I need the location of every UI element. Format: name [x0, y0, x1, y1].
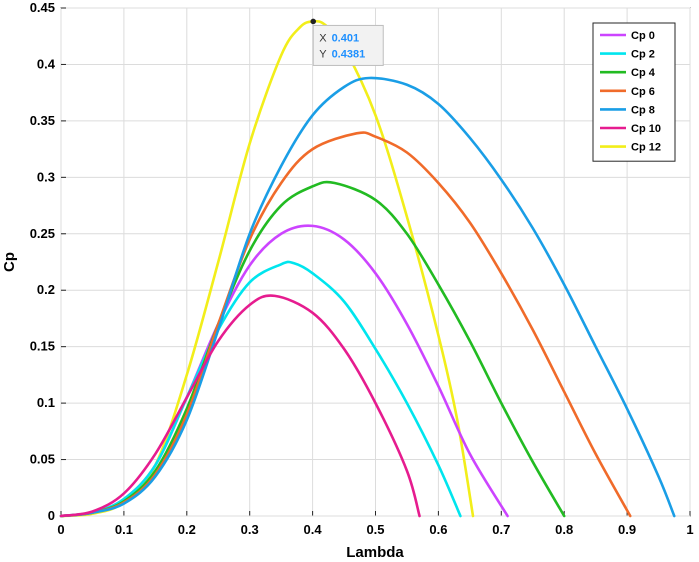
x-tick-label: 1 — [686, 522, 693, 537]
legend-label: Cp 2 — [631, 49, 655, 61]
datatip-y-row: Y 0.4381 — [319, 48, 365, 60]
x-tick-label: 0.1 — [115, 522, 133, 537]
y-tick-label: 0.15 — [30, 339, 55, 354]
y-tick-label: 0.45 — [30, 0, 55, 15]
datatip-box — [312, 24, 384, 66]
series-line-cp-4[interactable] — [59, 180, 566, 518]
series-line-cp-6[interactable] — [59, 131, 632, 518]
legend[interactable]: Cp 0 Cp 2 Cp 4 Cp 6 Cp 8 Cp 10 Cp 12 — [592, 22, 676, 162]
datatip-marker[interactable] — [310, 18, 317, 25]
series-line-cp-2[interactable] — [59, 260, 462, 518]
x-tick-label: 0.9 — [618, 522, 636, 537]
x-tick-label: 0 — [57, 522, 64, 537]
datatip-x-label: X — [319, 32, 327, 44]
y-tick-label: 0.3 — [37, 169, 55, 184]
y-tick-label: 0.35 — [30, 113, 55, 128]
x-tick-label: 0.8 — [555, 522, 573, 537]
datatip[interactable]: X 0.401 Y 0.4381 — [310, 18, 384, 66]
x-tick-label: 0.4 — [304, 522, 323, 537]
y-tick-label: 0.05 — [30, 452, 55, 467]
y-tick-label: 0.4 — [37, 56, 56, 71]
datatip-y-label: Y — [319, 48, 327, 60]
datatip-y-value: 0.4381 — [332, 48, 366, 60]
x-axis-label: Lambda — [346, 544, 404, 561]
series-line-cp-10[interactable] — [59, 294, 421, 518]
legend-label: Cp 0 — [631, 30, 655, 42]
legend-label: Cp 10 — [631, 123, 661, 135]
datatip-x-row: X 0.401 — [319, 32, 359, 44]
legend-label: Cp 12 — [631, 142, 661, 154]
x-tick-label: 0.3 — [241, 522, 259, 537]
y-tick-label: 0.2 — [37, 282, 55, 297]
x-tick-label: 0.2 — [178, 522, 196, 537]
x-tick-label: 0.6 — [429, 522, 447, 537]
legend-label: Cp 6 — [631, 86, 655, 98]
datatip-x-value: 0.401 — [332, 32, 360, 44]
x-tick-labels: 0 0.1 0.2 0.3 0.4 0.5 0.6 0.7 0.8 0.9 1 — [57, 522, 693, 537]
legend-label: Cp 8 — [631, 104, 655, 116]
y-tick-labels: 0 0.05 0.1 0.15 0.2 0.25 0.3 0.35 0.4 0.45 — [30, 0, 56, 523]
grid-lines — [60, 7, 691, 517]
series-layer — [59, 19, 676, 518]
legend-label: Cp 4 — [631, 67, 656, 79]
y-tick-label: 0.25 — [30, 226, 55, 241]
y-tick-label: 0.1 — [37, 395, 55, 410]
y-axis-label: Cp — [1, 252, 18, 272]
series-line-cp-8[interactable] — [59, 76, 676, 518]
x-tick-label: 0.5 — [366, 522, 384, 537]
x-tick-label: 0.7 — [492, 522, 510, 537]
y-tick-label: 0 — [48, 508, 55, 523]
